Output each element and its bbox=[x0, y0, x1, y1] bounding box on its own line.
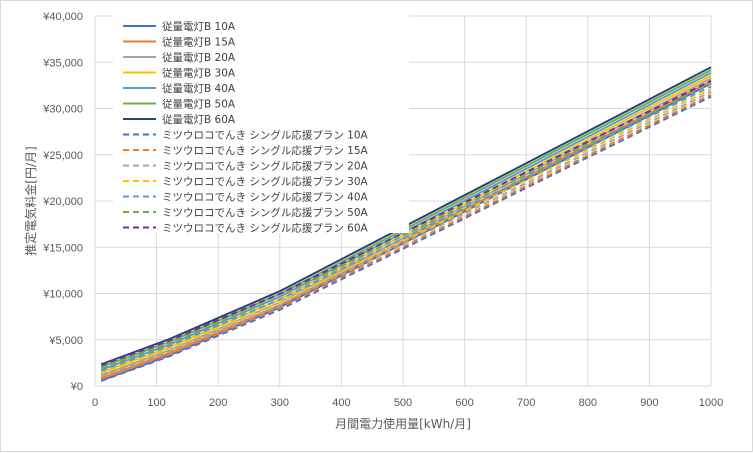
x-tick-label: 400 bbox=[332, 397, 350, 409]
y-tick-label: ¥25,000 bbox=[42, 150, 83, 162]
legend-label: 従量電灯B 30A bbox=[162, 67, 236, 80]
x-axis-title: 月間電力使用量[kWh/月] bbox=[335, 416, 471, 431]
mitsuuroko-series-line-13 bbox=[100, 79, 712, 367]
tick-labels: 0 100 200 300 400 500 600 700 800 900 1000 ¥0 ¥5,000… bbox=[42, 11, 723, 409]
x-tick-label: 1000 bbox=[699, 397, 723, 409]
mitsuuroko-series-line-11 bbox=[100, 85, 712, 372]
x-tick-label: 500 bbox=[394, 397, 412, 409]
y-tick-label: ¥35,000 bbox=[42, 57, 83, 69]
mitsuuroko-series-line-12 bbox=[100, 82, 712, 369]
mitsuuroko-series-line-10 bbox=[100, 88, 712, 375]
legend: 従量電灯B 10A 従量電灯B 15A 従量電灯B 20A 従量電灯B 30A 従量電灯… bbox=[113, 15, 409, 235]
y-tick-label: ¥0 bbox=[70, 381, 83, 393]
x-tick-label: 100 bbox=[147, 397, 165, 409]
legend-background bbox=[113, 15, 409, 233]
legend-label: 従量電灯B 40A bbox=[162, 82, 236, 95]
mitsuuroko-series-line-8 bbox=[100, 93, 712, 381]
x-tick-label: 200 bbox=[209, 397, 227, 409]
mitsuuroko-series-line-9 bbox=[100, 90, 712, 378]
y-tick-label: ¥30,000 bbox=[42, 104, 83, 116]
legend-label: ミツウロコでんき シングル応援プラン 15A bbox=[162, 144, 369, 157]
series-lines bbox=[100, 66, 712, 382]
y-axis-title: 推定電気料金[円/月] bbox=[23, 146, 38, 255]
y-tick-label: ¥5,000 bbox=[48, 335, 83, 347]
x-tick-label: 0 bbox=[92, 397, 98, 409]
x-tick-label: 600 bbox=[455, 397, 473, 409]
x-tick-label: 700 bbox=[517, 397, 535, 409]
legend-label: 従量電灯B 20A bbox=[162, 51, 236, 64]
legend-label: 従量電灯B 15A bbox=[162, 36, 236, 49]
legend-label: ミツウロコでんき シングル応援プラン 30A bbox=[162, 175, 369, 188]
legend-label: ミツウロコでんき シングル応援プラン 40A bbox=[162, 191, 369, 204]
legend-label: ミツウロコでんき シングル応援プラン 50A bbox=[162, 206, 369, 219]
legend-label: 従量電灯B 10A bbox=[162, 20, 236, 33]
legend-label: 従量電灯B 60A bbox=[162, 113, 236, 126]
y-tick-label: ¥40,000 bbox=[42, 11, 83, 23]
x-tick-label: 800 bbox=[579, 397, 597, 409]
legend-label: ミツウロコでんき シングル応援プラン 20A bbox=[162, 160, 369, 173]
y-tick-label: ¥10,000 bbox=[42, 289, 83, 301]
mitsuuroko-series-line-7 bbox=[100, 95, 712, 382]
legend-label: ミツウロコでんき シングル応援プラン 60A bbox=[162, 222, 369, 235]
x-tick-label: 900 bbox=[640, 397, 658, 409]
y-tick-label: ¥20,000 bbox=[42, 196, 83, 208]
y-tick-label: ¥15,000 bbox=[42, 242, 83, 254]
x-tick-label: 300 bbox=[271, 397, 289, 409]
juryo-series-line-6 bbox=[100, 66, 712, 366]
legend-label: 従量電灯B 50A bbox=[162, 98, 236, 111]
legend-label: ミツウロコでんき シングル応援プラン 10A bbox=[162, 129, 369, 142]
